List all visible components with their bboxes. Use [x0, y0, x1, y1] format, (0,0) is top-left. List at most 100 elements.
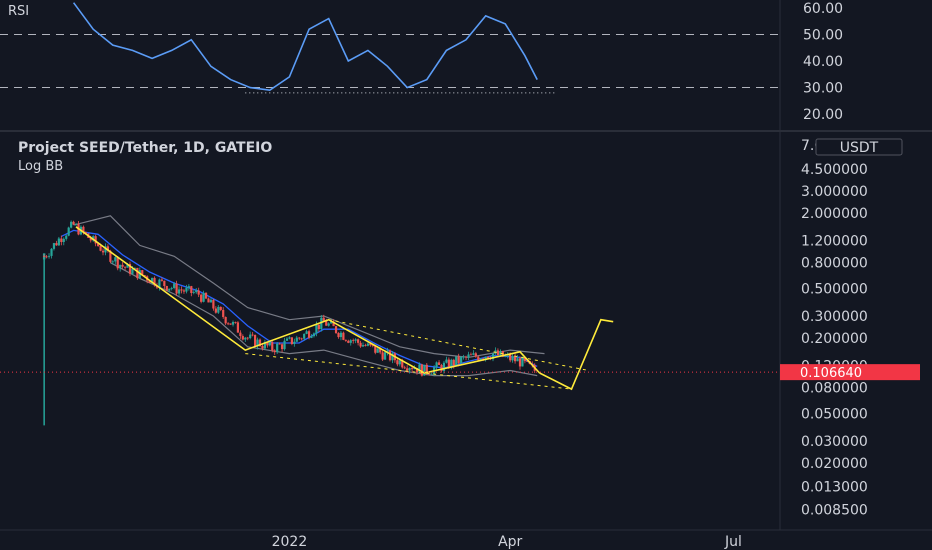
candle-body	[89, 237, 92, 241]
candle-body	[82, 226, 85, 233]
candle-body	[401, 360, 404, 368]
candle-body	[484, 356, 487, 360]
candle-body	[347, 340, 350, 343]
candle-body	[317, 324, 320, 330]
candle-body	[195, 290, 198, 293]
candle-body	[173, 283, 176, 288]
bb-basis-line	[61, 229, 538, 369]
time-tick-label: Jul	[724, 534, 742, 550]
candle-body	[357, 339, 360, 343]
candle-body	[283, 340, 286, 350]
candle-body	[45, 256, 48, 258]
candle-body	[236, 322, 240, 333]
candle-body	[141, 270, 144, 276]
price-tick-label: 0.020000	[801, 456, 868, 472]
last-price-badge: 0.106640	[780, 364, 920, 381]
candle-body	[239, 332, 242, 337]
time-axis[interactable]: 2022 Apr Jul	[272, 534, 742, 550]
candle-body	[256, 339, 259, 347]
candle-body	[526, 361, 529, 362]
candle-body	[92, 236, 95, 241]
candle-body	[452, 359, 455, 366]
candle-body	[123, 266, 127, 268]
candle-body	[455, 356, 458, 366]
candle-body	[101, 250, 105, 253]
candle-body	[192, 292, 195, 293]
candle-body	[511, 356, 514, 361]
candle-body	[445, 359, 448, 363]
rsi-y-axis[interactable]: 60.00 50.00 40.00 30.00 20.00	[803, 1, 843, 123]
candle-body	[121, 264, 124, 267]
currency-label: USDT	[840, 140, 879, 156]
pattern-drawing[interactable]	[75, 226, 614, 391]
candle-body	[334, 326, 338, 333]
candle-body	[509, 354, 512, 361]
rsi-reference-lines	[0, 33, 780, 89]
candle-body	[364, 345, 367, 346]
rsi-tick-label: 60.00	[803, 1, 843, 17]
pattern-path[interactable]	[539, 318, 614, 391]
candle-body	[521, 357, 524, 367]
candle-body	[185, 287, 188, 292]
candle-body	[119, 264, 122, 269]
candle-body	[143, 275, 146, 277]
price-pane[interactable]: Project SEED/Tether, 1D, GATEIO Log BB 7…	[0, 138, 920, 519]
candle-body	[116, 257, 119, 269]
candle-body	[187, 286, 190, 288]
currency-badge[interactable]: USDT	[815, 138, 903, 156]
candle-body	[474, 353, 477, 357]
candle-body	[349, 340, 352, 343]
candle-body	[136, 267, 139, 279]
candle-body	[60, 238, 63, 243]
candle-body	[246, 337, 249, 339]
candle-body	[200, 294, 203, 302]
rsi-series	[72, 2, 538, 92]
candle-body	[62, 238, 65, 243]
candle-body	[106, 246, 110, 251]
candle-body	[202, 292, 205, 302]
candle-body	[217, 306, 220, 313]
candle-body	[344, 339, 347, 341]
rsi-title: RSI	[8, 4, 29, 19]
candle-body	[234, 321, 237, 323]
candle-body	[504, 355, 507, 357]
candle-body	[423, 364, 426, 376]
candle-body	[398, 360, 401, 365]
pattern-trendline-dashed[interactable]	[245, 353, 572, 390]
candle-body	[391, 353, 394, 361]
candle-body	[204, 292, 208, 299]
price-tick-label: 0.500000	[801, 281, 868, 297]
candle-body	[469, 354, 473, 356]
candle-body	[388, 350, 392, 361]
candle-body	[413, 368, 416, 370]
candle-body	[244, 337, 247, 340]
candle-body	[165, 285, 168, 291]
rsi-tick-label: 30.00	[803, 81, 843, 97]
candle-body	[408, 368, 411, 371]
candle-body	[104, 246, 107, 253]
candle-body	[342, 332, 345, 340]
candle-body	[148, 280, 151, 283]
candle-body	[499, 351, 502, 356]
candle-body	[462, 356, 465, 358]
candle-body	[386, 350, 389, 353]
pattern-trendline-dashed[interactable]	[328, 319, 589, 371]
candle-body	[52, 243, 56, 249]
price-tick-label: 0.008500	[801, 502, 868, 518]
candle-body	[50, 248, 53, 256]
candle-body	[271, 342, 274, 351]
time-tick-label: Apr	[498, 534, 522, 550]
candle-body	[273, 350, 276, 353]
rsi-tick-label: 40.00	[803, 54, 843, 70]
candle-body	[396, 360, 399, 365]
candle-body	[359, 342, 362, 347]
price-tick-label: 0.080000	[801, 381, 868, 397]
candle-body	[305, 331, 308, 334]
candle-body	[518, 358, 522, 367]
candle-body	[376, 348, 379, 353]
price-tick-label: 1.200000	[801, 234, 868, 250]
pattern-path[interactable]	[75, 226, 541, 374]
rsi-pane[interactable]: RSI 60.00 50.00 40.00 30.00 20.00	[0, 1, 843, 123]
candle-body	[263, 341, 267, 349]
